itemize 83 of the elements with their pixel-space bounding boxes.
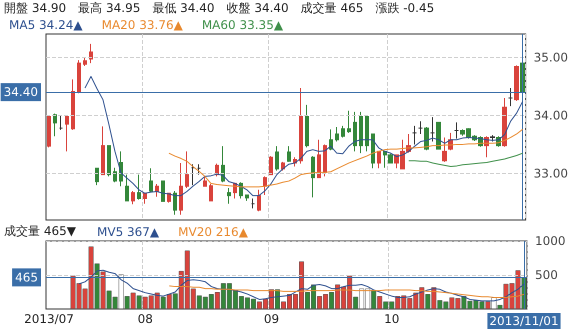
line-series — [84, 76, 524, 196]
x-tick-label: 2013/11/01 — [489, 314, 559, 328]
text: MA60 33.35▲ — [202, 18, 284, 32]
y-tick-label: 34.00 — [534, 108, 568, 122]
candlestick — [53, 113, 57, 137]
candlestick — [221, 146, 225, 183]
candlestick — [173, 190, 177, 216]
candlestick — [341, 125, 345, 138]
candlestick — [125, 174, 129, 202]
candlestick — [71, 78, 75, 130]
candlestick — [179, 162, 183, 216]
candlestick — [107, 145, 111, 177]
ref-line-label: 34.40 — [4, 85, 38, 100]
candlestick — [137, 174, 141, 200]
y-tick-label: 33.00 — [534, 166, 568, 180]
candlestick — [83, 56, 87, 66]
text: MA5 34.24▲ — [9, 18, 84, 32]
candlestick — [323, 144, 327, 177]
y-tick-label: 1000 — [535, 234, 566, 248]
x-tick-label: 10 — [384, 312, 400, 326]
candlestick — [275, 146, 279, 172]
candlestick — [191, 164, 195, 186]
candlestick — [47, 114, 51, 148]
candlestick — [143, 192, 147, 204]
y-tick-label: 500 — [535, 268, 558, 282]
line-series — [78, 270, 524, 302]
candlestick — [155, 183, 159, 198]
candlestick — [430, 116, 435, 142]
candlestick — [269, 156, 273, 176]
candlestick — [514, 64, 519, 102]
text: MA20 33.76▲ — [102, 18, 184, 32]
candlestick — [59, 114, 63, 130]
candlestick — [436, 122, 441, 150]
candlestick — [377, 150, 381, 169]
candlestick — [251, 198, 255, 209]
candlestick — [95, 168, 99, 186]
candlestick — [317, 139, 321, 178]
candlestick — [329, 128, 333, 151]
candlestick — [311, 156, 315, 198]
candlestick — [490, 134, 495, 142]
text: MV20 216▲ — [178, 225, 249, 239]
candlestick — [65, 114, 69, 152]
candlestick — [412, 125, 417, 145]
candlestick — [209, 183, 213, 202]
candlestick — [227, 188, 231, 204]
candlestick — [257, 189, 261, 212]
candlestick — [203, 176, 207, 187]
chart-title: 開盤 34.90 最高 34.95 最低 34.40 收盤 34.40 成交量 465 漲跌 -0.45 — [4, 1, 434, 15]
line-series — [168, 285, 524, 298]
chart-title: 成交量 465▼ — [4, 224, 77, 238]
candlestick — [161, 180, 165, 202]
text: MV5 367▲ — [97, 225, 160, 239]
candlestick — [131, 190, 135, 205]
candlestick — [365, 116, 369, 152]
candlestick — [305, 104, 309, 148]
x-tick-label: 09 — [264, 312, 280, 326]
x-tick-label: 2013/07 — [24, 312, 74, 326]
candlestick — [454, 122, 459, 140]
candlestick — [113, 167, 117, 183]
candlestick — [185, 150, 189, 189]
candlestick — [149, 168, 153, 193]
y-tick-label: 35.00 — [534, 50, 568, 64]
x-tick-label: 08 — [138, 312, 153, 326]
candlestick — [347, 110, 351, 134]
candlestick — [245, 194, 249, 202]
candlestick — [77, 60, 81, 94]
candlestick — [299, 88, 303, 164]
candlestick — [418, 120, 423, 134]
candlestick — [502, 97, 507, 148]
candlestick — [353, 111, 357, 152]
candlestick — [371, 133, 375, 169]
line-series — [168, 128, 524, 188]
candlestick — [335, 126, 339, 142]
ref-line-label: 465 — [15, 270, 38, 284]
candlestick — [197, 164, 201, 176]
line-series — [408, 152, 524, 168]
candlestick — [508, 88, 513, 107]
candlestick — [442, 136, 447, 162]
candlestick — [101, 126, 105, 176]
candlestick — [89, 43, 93, 64]
candlestick — [359, 111, 363, 154]
candlestick — [263, 176, 267, 196]
candlestick — [287, 146, 291, 162]
